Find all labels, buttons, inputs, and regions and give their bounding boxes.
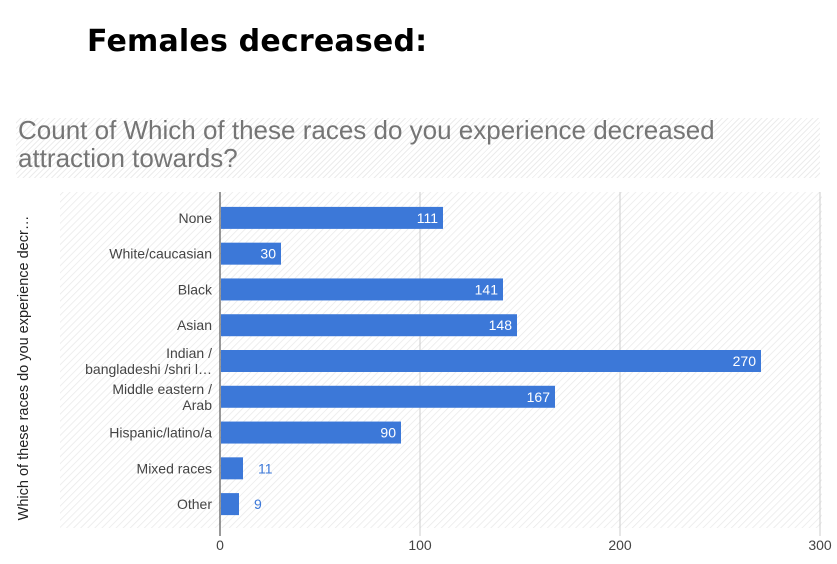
data-label: 90 — [380, 425, 396, 441]
bar — [221, 206, 443, 229]
data-label: 11 — [258, 460, 273, 476]
bar — [221, 493, 239, 516]
bar — [221, 242, 281, 265]
page-heading: Females decreased: — [87, 24, 428, 59]
category-label: Asian — [177, 317, 212, 333]
data-label: 30 — [260, 246, 276, 262]
bar — [221, 421, 401, 444]
category-label: Hispanic/latino/a — [109, 425, 212, 441]
x-tick-labels: 0 100 200 300 — [216, 537, 832, 553]
data-label: 111 — [417, 210, 438, 226]
category-labels: None White/caucasian Black Asian Indian / ban… — [85, 210, 213, 512]
category-label: Mixed races — [137, 460, 212, 476]
x-tick-label: 100 — [408, 537, 432, 553]
bar — [221, 385, 555, 408]
category-label: None — [179, 210, 213, 226]
category-label: Middle eastern / Arab — [112, 381, 212, 413]
category-label: White/caucasian — [109, 246, 212, 262]
chart-title: Count of Which of these races do you exp… — [18, 115, 715, 173]
x-tick-label: 200 — [608, 537, 632, 553]
data-label: 148 — [489, 317, 513, 333]
bar — [221, 350, 761, 372]
category-label: Other — [177, 496, 212, 512]
data-label: 167 — [527, 389, 551, 405]
data-label: 270 — [733, 353, 757, 369]
bar — [221, 457, 243, 480]
bar — [221, 278, 503, 301]
data-label: 141 — [475, 281, 499, 297]
bar — [221, 314, 517, 337]
x-tick-label: 0 — [216, 537, 224, 553]
chart-title-background — [16, 118, 820, 178]
category-label: Black — [178, 281, 213, 297]
bars: 111 30 141 148 270 167 90 11 9 — [221, 206, 761, 516]
data-label: 9 — [254, 496, 262, 512]
category-label: Indian / bangladeshi /shri l… — [85, 345, 212, 377]
x-tick-label: 300 — [808, 537, 832, 553]
